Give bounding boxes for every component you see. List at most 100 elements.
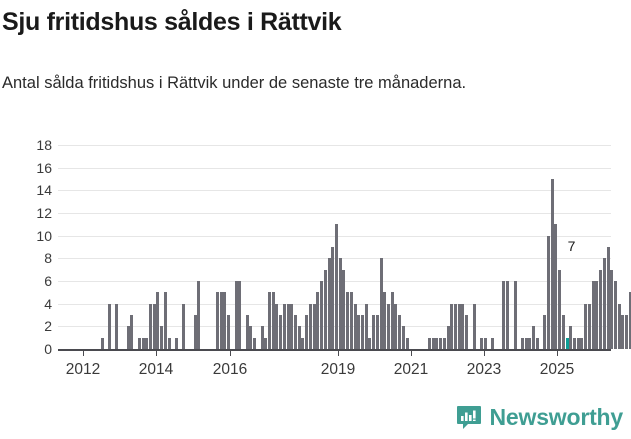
bar	[554, 224, 558, 349]
bar	[268, 292, 271, 349]
bar	[175, 337, 178, 349]
bar	[524, 337, 528, 349]
bar	[610, 269, 614, 349]
bar	[286, 303, 290, 349]
bar	[141, 337, 145, 349]
bar	[115, 303, 119, 349]
bar	[543, 315, 547, 349]
bar	[126, 326, 130, 349]
bar	[238, 281, 242, 349]
bar	[561, 315, 565, 349]
bar	[308, 303, 312, 349]
bar	[547, 235, 550, 349]
bar	[435, 337, 439, 349]
bar	[227, 315, 231, 349]
bar	[431, 337, 435, 349]
bar	[260, 326, 264, 349]
y-axis-tick-label: 0	[44, 341, 52, 357]
bar	[346, 292, 350, 349]
y-axis-tick-label: 8	[44, 250, 52, 267]
bar	[613, 281, 617, 349]
bar	[580, 337, 584, 349]
bar	[528, 337, 532, 349]
x-axis-tick	[557, 349, 558, 356]
bar-chart-speech-bubble-icon	[456, 405, 481, 429]
bar	[599, 269, 603, 349]
x-axis-tick-label: 2016	[212, 361, 248, 378]
x-axis-tick-label: 2025	[539, 361, 575, 378]
chart-plot-area: 0 2 4 6 8 10 12 14 16 18 7 2012 2014 2016 2019 2021 20…	[0, 136, 631, 378]
bar	[156, 292, 160, 349]
bar	[264, 337, 268, 349]
y-axis-tick-label: 6	[44, 273, 52, 289]
bar	[454, 303, 457, 349]
bar	[383, 292, 387, 349]
bar	[465, 315, 469, 349]
x-axis: 2012 2014 2016 2019 2021 2023 2025	[58, 349, 611, 393]
bar	[387, 303, 391, 349]
bar	[331, 247, 335, 349]
y-axis-tick-label: 16	[36, 159, 52, 176]
bar	[532, 326, 536, 349]
bar	[450, 303, 454, 349]
bar	[271, 292, 275, 349]
bar	[342, 269, 346, 349]
y-axis-tick-label: 12	[36, 205, 52, 221]
bar	[461, 303, 465, 349]
bar	[502, 281, 506, 349]
bar	[628, 292, 631, 349]
bar	[223, 292, 227, 349]
bar	[320, 281, 324, 349]
bar	[294, 315, 298, 349]
bar	[108, 303, 112, 349]
bar	[621, 315, 625, 349]
bar	[535, 337, 539, 349]
bar-highlighted	[565, 337, 569, 349]
y-axis-tick-label: 4	[44, 295, 52, 312]
bar	[394, 303, 398, 349]
bar-value-label: 7	[567, 237, 576, 254]
x-axis-tick-label: 2019	[320, 361, 356, 378]
bar	[197, 281, 201, 349]
chart-gridlines	[58, 145, 611, 351]
bar	[576, 337, 580, 349]
x-axis-tick-label: 2012	[65, 361, 101, 378]
bar	[446, 326, 450, 349]
bar	[215, 292, 219, 349]
gridline	[58, 190, 611, 192]
bar	[249, 326, 253, 349]
bar	[279, 315, 283, 349]
x-axis-tick	[156, 349, 157, 356]
x-axis-tick-label: 2014	[138, 361, 174, 378]
bar-series: 7	[58, 145, 631, 349]
bar	[253, 337, 257, 349]
bar	[472, 303, 476, 349]
gridline	[58, 213, 611, 214]
page-title: Sju fritidshus såldes i Rättvik	[2, 8, 342, 36]
bar	[167, 337, 171, 349]
bar	[379, 258, 383, 349]
bar	[137, 337, 141, 349]
bar	[595, 281, 599, 349]
bar	[353, 303, 357, 349]
bar	[587, 303, 591, 349]
bar	[323, 269, 327, 349]
y-axis-tick-label: 18	[36, 137, 52, 153]
bar	[148, 303, 152, 349]
x-axis-tick	[230, 349, 231, 356]
bar	[338, 258, 342, 349]
bar	[439, 337, 443, 349]
bar	[275, 303, 279, 349]
bar	[301, 337, 305, 349]
gridline	[58, 281, 611, 282]
logo-wordmark: Newsworthy	[489, 404, 624, 430]
bar	[390, 292, 394, 349]
bar	[361, 315, 364, 349]
bar	[193, 315, 197, 349]
x-axis-tick-label: 2021	[393, 361, 429, 378]
bar	[219, 292, 223, 349]
bar	[372, 315, 376, 349]
x-axis-tick	[411, 349, 412, 356]
bar	[550, 179, 554, 349]
